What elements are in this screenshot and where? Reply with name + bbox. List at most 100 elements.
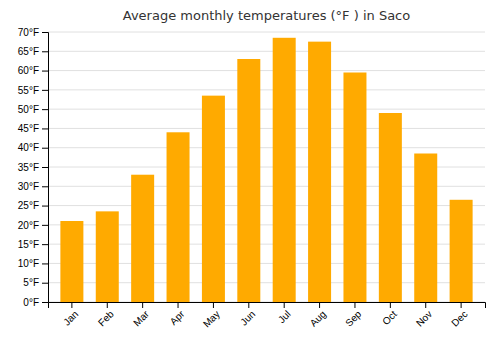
y-tick-label: 50°F: [18, 104, 39, 115]
x-tick: Aug: [308, 302, 328, 329]
x-tick: Jul: [276, 302, 293, 325]
grid-line: [48, 109, 485, 110]
x-tick-mark: [248, 302, 249, 308]
y-tick-label: 10°F: [18, 258, 39, 269]
x-tick-label: Feb: [96, 308, 116, 328]
bar: [131, 175, 154, 302]
x-tick-label: Oct: [380, 308, 399, 327]
y-tick: 65°F: [18, 46, 48, 57]
y-tick: 20°F: [18, 220, 48, 231]
x-tick-label: Sep: [343, 308, 364, 329]
bar: [60, 221, 83, 302]
x-tick-label: Jul: [276, 308, 293, 325]
y-tick-label: 35°F: [18, 162, 39, 173]
y-tick-label: 30°F: [18, 181, 39, 192]
x-tick-mark: [461, 302, 462, 308]
y-tick-mark: [42, 148, 48, 149]
x-tick-label: Jan: [61, 308, 80, 327]
y-tick: 50°F: [18, 104, 48, 115]
y-tick-mark: [42, 90, 48, 91]
bars: [60, 38, 472, 302]
y-tick-label: 40°F: [18, 142, 39, 153]
bar: [273, 38, 296, 302]
bar: [414, 154, 437, 303]
x-tick-mark: [213, 302, 214, 308]
y-tick-label: 65°F: [18, 46, 39, 57]
y-tick: 55°F: [18, 85, 48, 96]
x-tick-label: Apr: [168, 308, 187, 327]
bar: [379, 113, 402, 302]
y-tick-label: 25°F: [18, 200, 39, 211]
y-tick-label: 45°F: [18, 123, 39, 134]
grid-line: [48, 51, 485, 52]
y-tick-mark: [42, 302, 48, 303]
y-tick-mark: [42, 32, 48, 33]
bar: [450, 200, 473, 302]
y-tick: 60°F: [18, 65, 48, 76]
y-tick: 5°F: [23, 277, 48, 288]
x-tick-label: Jun: [238, 308, 257, 327]
y-tick-mark: [42, 244, 48, 245]
grid-line: [48, 70, 485, 71]
y-tick-label: 70°F: [18, 27, 39, 38]
x-tick: Mar: [131, 302, 151, 328]
bar: [343, 73, 366, 303]
grid-line: [48, 89, 485, 90]
y-tick-mark: [42, 186, 48, 187]
y-tick: 35°F: [18, 162, 48, 173]
y-tick-mark: [42, 225, 48, 226]
y-tick-mark: [42, 109, 48, 110]
y-tick-label: 60°F: [18, 65, 39, 76]
x-tick-mark: [354, 302, 355, 308]
x-tick-mark: [390, 302, 391, 308]
grid-line: [48, 147, 485, 148]
y-axis: 0°F 5°F 10°F 15°F 20°F 25°F 30°F 35°F 40°F 45°F 50…: [18, 27, 49, 308]
y-tick-label: 15°F: [18, 239, 39, 250]
bar: [308, 42, 331, 302]
y-tick-label: 55°F: [18, 85, 39, 96]
x-axis: Jan Feb Mar Apr May Jun Jul Aug Sep Oct Nov Dec: [49, 302, 486, 330]
y-tick-label: 20°F: [18, 220, 39, 231]
y-tick-mark: [42, 167, 48, 168]
x-tick-mark: [284, 302, 285, 308]
x-tick-label: Mar: [131, 308, 151, 328]
y-tick: 40°F: [18, 142, 48, 153]
x-tick-label: Dec: [449, 308, 469, 328]
y-tick-label: 0°F: [23, 297, 39, 308]
y-tick-label: 5°F: [23, 277, 39, 288]
x-tick-mark: [142, 302, 143, 308]
y-tick-mark: [42, 283, 48, 284]
y-tick: 15°F: [18, 239, 48, 250]
x-tick: Jun: [238, 302, 257, 328]
x-tick: Feb: [96, 302, 116, 328]
bar: [202, 96, 225, 302]
x-tick-mark: [107, 302, 108, 308]
plot: 0°F 5°F 10°F 15°F 20°F 25°F 30°F 35°F 40°F 45°F 50…: [18, 27, 486, 330]
y-tick: 45°F: [18, 123, 48, 134]
bar: [237, 59, 260, 302]
x-tick-label: Aug: [308, 308, 328, 328]
y-tick: 30°F: [18, 181, 48, 192]
y-axis-line: [42, 33, 49, 303]
x-tick: Dec: [449, 302, 469, 329]
x-tick-mark: [178, 302, 179, 308]
title: Average monthly temperatures (°F ) in Sa…: [123, 8, 411, 23]
x-tick: Apr: [168, 302, 187, 327]
bar: [96, 211, 119, 302]
x-tick-label: Nov: [414, 308, 434, 328]
x-tick: Nov: [414, 302, 434, 329]
y-tick: 0°F: [23, 297, 48, 308]
bar: [167, 132, 190, 302]
x-tick-mark: [425, 302, 426, 308]
chart: 0°F 5°F 10°F 15°F 20°F 25°F 30°F 35°F 40°F 45°F 50…: [0, 0, 500, 350]
y-tick: 10°F: [18, 258, 48, 269]
y-tick: 25°F: [18, 200, 48, 211]
x-tick-label: May: [201, 308, 222, 329]
x-tick: Jan: [61, 302, 80, 328]
x-tick: Oct: [380, 302, 399, 327]
y-tick-mark: [42, 71, 48, 72]
grid-line: [48, 32, 485, 33]
y-tick-mark: [42, 206, 48, 207]
y-tick-mark: [42, 128, 48, 129]
x-tick: Sep: [343, 302, 364, 329]
